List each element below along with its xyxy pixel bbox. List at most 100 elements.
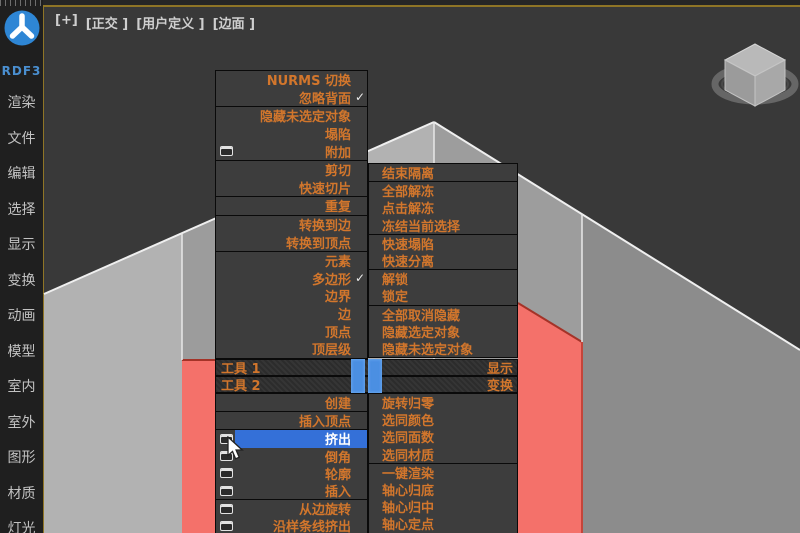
settings-box-icon[interactable] xyxy=(220,485,233,496)
menu-item[interactable]: 忽略背面 ✓ xyxy=(216,89,367,107)
menu-item-label: 选同材质 xyxy=(382,448,435,464)
menu-item-label: 选同面数 xyxy=(382,431,435,447)
sidebar-item[interactable]: 室外 xyxy=(7,414,36,431)
sidebar-item[interactable]: 变换 xyxy=(7,272,36,289)
menu-item[interactable]: 旋转归零 xyxy=(369,394,517,412)
menu-item[interactable]: 快速塌陷 xyxy=(369,235,517,253)
settings-box-icon[interactable] xyxy=(220,433,233,444)
quad-menu-right-top: 结束隔离 全部解冻 点击解冻 冻结当前选择 快速塌陷 快速分离 解锁 锁定 全部取消隐藏 隐藏选定… xyxy=(368,163,518,359)
menu-item-label: 边 xyxy=(337,308,351,324)
menu-item[interactable]: 结束隔离 xyxy=(369,164,517,183)
menu-item-label: 结束隔离 xyxy=(382,167,435,183)
menu-item[interactable]: 隐藏未选定对象 xyxy=(369,340,517,358)
menu-item-label: 点击解冻 xyxy=(382,202,435,218)
menu-item-label: 隐藏未选定对象 xyxy=(382,342,474,358)
quad-center-square-right[interactable] xyxy=(368,359,382,393)
sidebar-item[interactable]: 动画 xyxy=(7,308,36,324)
sidebar-item[interactable]: 编辑 xyxy=(7,166,36,182)
sidebar-item[interactable]: 灯光 xyxy=(7,521,36,533)
menu-item[interactable]: 轮廓 xyxy=(216,465,367,483)
menu-item[interactable]: 选同材质 xyxy=(369,446,517,464)
quad-titlebar-tools2[interactable]: 工具 2 变换 xyxy=(215,376,518,394)
settings-box-icon[interactable] xyxy=(220,468,233,479)
menu-item-label: 插入顶点 xyxy=(298,415,351,431)
quad-title-label: 显示 xyxy=(486,362,513,377)
viewport-label-segment[interactable]: [+] xyxy=(55,13,78,28)
selected-face-left[interactable] xyxy=(182,360,215,533)
settings-box-icon[interactable] xyxy=(220,451,233,462)
sidebar-menu: 渲染文件编辑选择显示变换动画模型室内室外图形材质灯光 xyxy=(0,96,43,533)
settings-box-icon[interactable] xyxy=(220,520,233,531)
quad-titlebar-tools1[interactable]: 工具 1 显示 xyxy=(215,359,518,377)
sidebar-item[interactable]: 渲染 xyxy=(7,95,36,111)
sidebar-item[interactable]: 选择 xyxy=(7,201,36,218)
mesh-face-right-far[interactable] xyxy=(582,214,800,533)
menu-item[interactable]: 边 xyxy=(216,305,367,323)
menu-item[interactable]: 插入顶点 xyxy=(216,412,367,431)
settings-box-icon[interactable] xyxy=(220,503,233,514)
menu-item[interactable]: 全部解冻 xyxy=(369,182,517,200)
menu-item[interactable]: 冻结当前选择 xyxy=(369,217,517,235)
menu-item[interactable]: 隐藏选定对象 xyxy=(369,323,517,341)
menu-item[interactable]: 边界 xyxy=(216,287,367,305)
menu-item[interactable]: 元素 xyxy=(216,252,367,270)
app-logo-icon[interactable] xyxy=(3,9,41,51)
menu-item[interactable]: 插入 xyxy=(216,482,367,500)
menu-item-label: 全部取消隐藏 xyxy=(382,308,461,324)
menu-section: 全部取消隐藏 隐藏选定对象 隐藏未选定对象 xyxy=(368,304,518,359)
viewport-label-segment[interactable]: [正交 ] xyxy=(85,17,129,32)
menu-item[interactable]: 快速分离 xyxy=(369,252,517,270)
quad-center-square-left[interactable] xyxy=(351,359,365,393)
menu-item[interactable]: 隐藏未选定对象 xyxy=(216,107,367,125)
selected-face-right[interactable] xyxy=(518,303,582,533)
menu-item[interactable]: 从边旋转 xyxy=(216,500,367,518)
menu-item[interactable]: 沿样条线挤出 xyxy=(216,517,367,533)
menu-item[interactable]: 附加 xyxy=(216,142,367,161)
menu-item[interactable]: 轴心归底 xyxy=(369,481,517,500)
menu-item[interactable]: 多边形 ✓ xyxy=(216,270,367,288)
quad-title-label: 工具 1 xyxy=(221,362,261,377)
viewport-label-segment[interactable]: [边面 ] xyxy=(212,17,256,32)
quad-title-label: 工具 2 xyxy=(221,379,261,394)
menu-item[interactable]: 一键渲染 xyxy=(369,464,517,482)
menu-item[interactable]: 塌陷 xyxy=(216,125,367,143)
viewport-label-segment[interactable]: [用户定义 ] xyxy=(136,17,205,32)
mesh-edge-right-slope xyxy=(433,121,800,351)
menu-item[interactable]: 快速切片 xyxy=(216,179,367,197)
menu-item[interactable]: 转换到顶点 xyxy=(216,233,367,252)
sidebar-item[interactable]: 材质 xyxy=(7,485,36,502)
menu-item[interactable]: 重复 xyxy=(216,197,367,215)
menu-item-label: 轴心归底 xyxy=(382,484,435,500)
menu-item[interactable]: 剪切 xyxy=(216,161,367,179)
menu-item[interactable]: 点击解冻 xyxy=(369,199,517,218)
menu-section: 结束隔离 xyxy=(368,163,518,183)
sidebar-item[interactable]: 文件 xyxy=(7,130,36,147)
menu-item[interactable]: 选同颜色 xyxy=(369,411,517,429)
menu-section: 转换到边 转换到顶点 xyxy=(215,214,368,252)
sidebar-item[interactable]: 室内 xyxy=(7,379,36,395)
menu-item[interactable]: 挤出 xyxy=(216,430,367,448)
menu-section: 解锁 锁定 xyxy=(368,269,518,306)
viewcube-gizmo[interactable] xyxy=(711,43,799,107)
menu-item[interactable]: 顶点 xyxy=(216,322,367,341)
window-grip-dots xyxy=(0,0,43,6)
menu-item[interactable]: 转换到边 xyxy=(216,216,367,234)
menu-section: 从边旋转 沿样条线挤出 xyxy=(215,499,368,533)
menu-item[interactable]: 创建 xyxy=(216,394,367,412)
sidebar-item[interactable]: 显示 xyxy=(7,237,36,253)
sidebar-logo-label: RDF3 xyxy=(1,64,42,78)
menu-item[interactable]: 倒角 xyxy=(216,448,367,466)
menu-item[interactable]: 解锁 xyxy=(369,270,517,288)
sidebar-item[interactable]: 图形 xyxy=(7,450,36,466)
menu-item[interactable]: 全部取消隐藏 xyxy=(369,306,517,324)
menu-item[interactable]: 锁定 xyxy=(369,287,517,305)
menu-item[interactable]: 轴心归中 xyxy=(369,498,517,516)
viewcube-right-face[interactable] xyxy=(754,59,786,107)
menu-item[interactable]: NURMS 切换 xyxy=(216,71,367,89)
settings-box-icon[interactable] xyxy=(220,146,233,157)
quad-menu-left-top: NURMS 切换 忽略背面 ✓ 隐藏未选定对象 塌陷 附加 剪切 快速切片 重复 转换到边 转换到顶… xyxy=(215,70,368,359)
menu-item[interactable]: 轴心定点 xyxy=(369,515,517,533)
menu-item[interactable]: 选同面数 xyxy=(369,428,517,447)
menu-item[interactable]: 顶层级 xyxy=(216,340,367,358)
sidebar-item[interactable]: 模型 xyxy=(7,343,36,360)
